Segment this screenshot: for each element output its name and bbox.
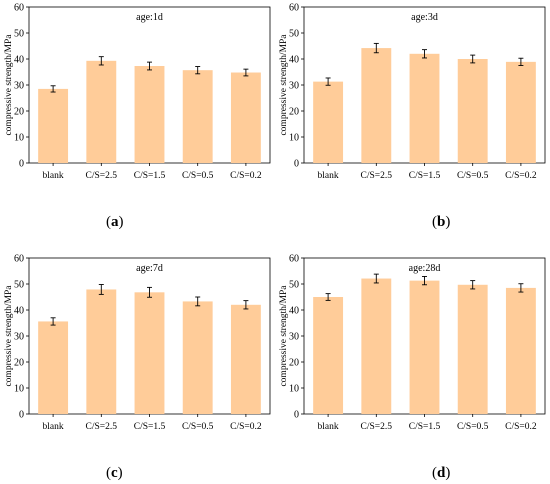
x-tick-label: C/S=0.2 bbox=[230, 422, 262, 432]
bar-chart-28d: 0 10 20 30 40 50 60 compressive strength/MPa age… bbox=[279, 254, 546, 432]
y-axis-label: compressive strength/MPa bbox=[4, 285, 14, 387]
y-tick-label: 10 bbox=[289, 133, 299, 144]
x-tick-label: blank bbox=[43, 422, 64, 432]
x-tick-label: C/S=0.2 bbox=[230, 171, 262, 181]
y-tick-label: 10 bbox=[14, 133, 24, 144]
bar bbox=[457, 59, 488, 163]
y-tick-label: 60 bbox=[14, 254, 24, 265]
y-tick-label: 30 bbox=[14, 81, 24, 92]
x-tick-label: C/S=1.5 bbox=[134, 171, 166, 181]
y-axis-label: compressive strength/MPa bbox=[279, 285, 289, 387]
bar bbox=[38, 321, 69, 414]
bar-chart-1d: 0 10 20 30 40 50 60 compressive strength/MPa age… bbox=[4, 3, 271, 181]
bar bbox=[505, 61, 536, 163]
bar bbox=[505, 287, 536, 414]
bar bbox=[86, 60, 117, 163]
y-tick-label: 10 bbox=[14, 384, 24, 395]
bar bbox=[182, 301, 213, 414]
y-tick-label: 0 bbox=[19, 410, 24, 421]
caption-a: (a) bbox=[106, 214, 124, 230]
y-tick-label: 30 bbox=[289, 332, 299, 343]
caption-b: (b) bbox=[432, 214, 451, 230]
x-tick-label: C/S=0.5 bbox=[182, 171, 214, 181]
bar-chart-7d: 0 10 20 30 40 50 60 compressive strength/MPa age… bbox=[4, 254, 271, 432]
caption-letter: a bbox=[111, 214, 119, 230]
y-tick-label: 0 bbox=[294, 410, 299, 421]
caption-letter: b bbox=[437, 214, 446, 230]
y-tick-label: 20 bbox=[289, 107, 299, 118]
y-tick-label: 20 bbox=[289, 358, 299, 369]
chart-panel-b: 0 10 20 30 40 50 60 compressive strength/MPa age… bbox=[275, 0, 550, 200]
x-tick-label: blank bbox=[318, 422, 339, 432]
y-tick-label: 30 bbox=[14, 332, 24, 343]
y-tick-label: 60 bbox=[14, 3, 24, 14]
bar bbox=[361, 48, 392, 163]
chart-panel-d: 0 10 20 30 40 50 60 compressive strength/MPa age… bbox=[275, 251, 550, 451]
x-tick-label: C/S=1.5 bbox=[409, 171, 441, 181]
x-tick-label: C/S=2.5 bbox=[361, 171, 393, 181]
x-tick-label: C/S=1.5 bbox=[134, 422, 166, 432]
y-tick-label: 20 bbox=[14, 107, 24, 118]
x-tick-label: C/S=1.5 bbox=[409, 422, 441, 432]
x-tick-label: blank bbox=[43, 171, 64, 181]
x-tick-label: C/S=2.5 bbox=[86, 171, 118, 181]
chart-panel-c: 0 10 20 30 40 50 60 compressive strength/MPa age… bbox=[0, 251, 275, 451]
y-tick-label: 0 bbox=[19, 159, 24, 170]
y-tick-label: 50 bbox=[289, 29, 299, 40]
y-tick-label: 10 bbox=[289, 384, 299, 395]
y-tick-label: 50 bbox=[289, 280, 299, 291]
x-tick-label: C/S=0.2 bbox=[505, 422, 537, 432]
chart-title: age:7d bbox=[136, 263, 163, 274]
bar bbox=[409, 53, 440, 163]
x-tick-label: C/S=0.5 bbox=[182, 422, 214, 432]
y-tick-label: 0 bbox=[294, 159, 299, 170]
chart-panel-a: 0 10 20 30 40 50 60 compressive strength/MPa age… bbox=[0, 0, 275, 200]
bar bbox=[134, 66, 165, 163]
caption-c: (c) bbox=[106, 465, 123, 481]
x-tick-label: C/S=2.5 bbox=[86, 422, 118, 432]
y-tick-label: 40 bbox=[14, 306, 24, 317]
caption-letter: c bbox=[111, 465, 118, 481]
bar bbox=[230, 304, 261, 414]
y-tick-label: 50 bbox=[14, 280, 24, 291]
y-tick-label: 20 bbox=[14, 358, 24, 369]
bar-chart-3d: 0 10 20 30 40 50 60 compressive strength/MPa age… bbox=[279, 3, 546, 181]
x-tick-label: C/S=0.5 bbox=[457, 422, 489, 432]
x-tick-label: C/S=2.5 bbox=[361, 422, 393, 432]
bar bbox=[409, 280, 440, 414]
y-tick-label: 40 bbox=[289, 306, 299, 317]
y-axis-label: compressive strength/MPa bbox=[279, 34, 289, 136]
bar bbox=[313, 297, 344, 414]
bar bbox=[86, 289, 117, 414]
bar bbox=[361, 278, 392, 414]
bar bbox=[182, 70, 213, 163]
y-tick-label: 60 bbox=[289, 3, 299, 14]
chart-title: age:1d bbox=[136, 12, 163, 23]
caption-letter: d bbox=[437, 465, 446, 481]
y-tick-label: 50 bbox=[14, 29, 24, 40]
chart-title: age:3d bbox=[411, 12, 438, 23]
chart-title: age:28d bbox=[409, 263, 441, 274]
x-tick-label: C/S=0.2 bbox=[505, 171, 537, 181]
bar bbox=[230, 72, 261, 163]
y-tick-label: 40 bbox=[289, 55, 299, 66]
y-tick-label: 40 bbox=[14, 55, 24, 66]
bar bbox=[38, 88, 69, 163]
x-tick-label: blank bbox=[318, 171, 339, 181]
bar bbox=[313, 81, 344, 163]
bar bbox=[134, 292, 165, 414]
y-axis-label: compressive strength/MPa bbox=[4, 34, 14, 136]
caption-d: (d) bbox=[432, 465, 451, 481]
y-tick-label: 60 bbox=[289, 254, 299, 265]
bar bbox=[457, 284, 488, 414]
y-tick-label: 30 bbox=[289, 81, 299, 92]
x-tick-label: C/S=0.5 bbox=[457, 171, 489, 181]
